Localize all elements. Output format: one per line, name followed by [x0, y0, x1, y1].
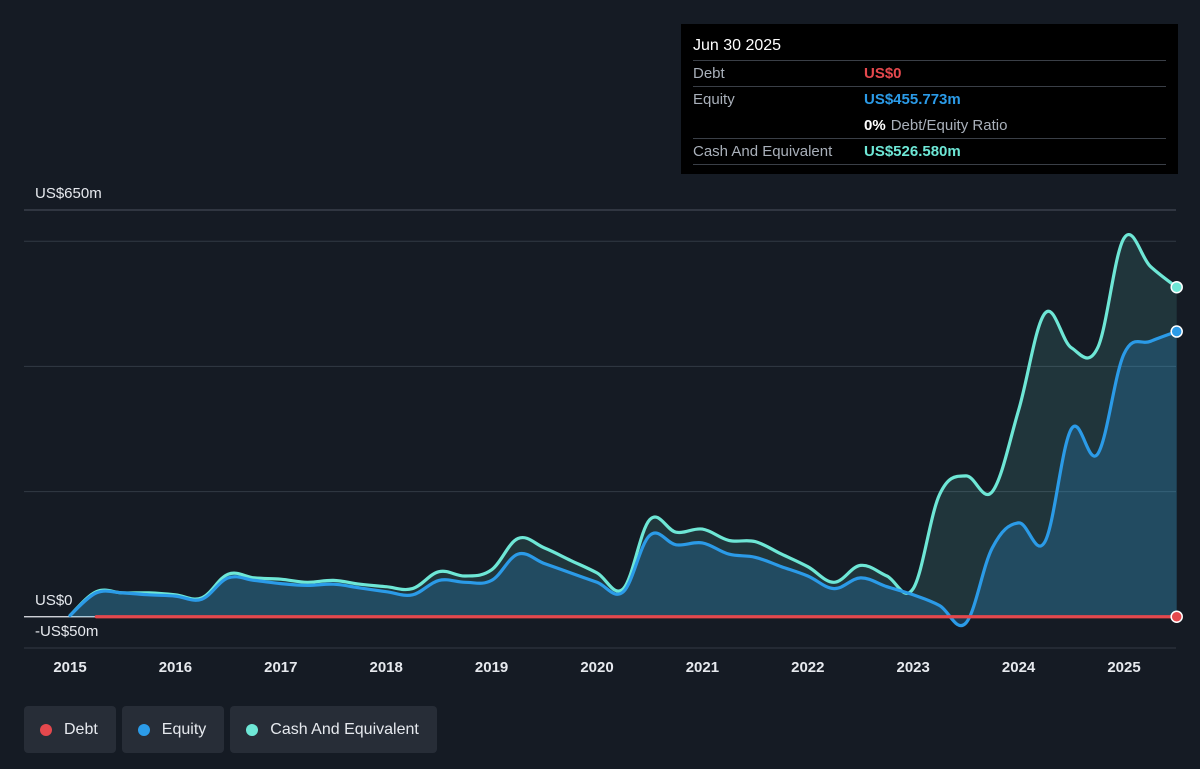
tooltip-equity-row: Equity US$455.773m — [693, 86, 1166, 112]
tooltip-debt-value: US$0 — [864, 65, 902, 82]
cash-and-equivalent-area — [70, 234, 1177, 617]
tooltip-cash-row: Cash And Equivalent US$526.580m — [693, 138, 1166, 165]
x-tick-label: 2021 — [686, 659, 719, 676]
tooltip-cash-value: US$526.580m — [864, 143, 961, 160]
x-tick-label: 2019 — [475, 659, 508, 676]
tooltip-equity-value: US$455.773m — [864, 91, 961, 108]
x-tick-label: 2017 — [264, 659, 297, 676]
legend: Debt Equity Cash And Equivalent — [24, 706, 437, 753]
equity-area — [70, 331, 1177, 626]
debt-end-point — [1170, 610, 1183, 623]
tooltip-date: Jun 30 2025 — [693, 37, 782, 54]
x-tick-label: 2020 — [580, 659, 613, 676]
cash-and-equivalent-line — [68, 233, 1179, 618]
legend-debt[interactable]: Debt — [24, 706, 116, 753]
legend-equity[interactable]: Equity — [121, 706, 225, 753]
legend-cash-label: Cash And Equivalent — [270, 720, 419, 738]
legend-equity-dot-icon — [137, 723, 150, 736]
tooltip-debt-row: Debt US$0 — [693, 60, 1166, 86]
x-tick-label: 2016 — [159, 659, 192, 676]
tooltip-debt-label: Debt — [693, 65, 725, 82]
y-label-top: US$650m — [35, 185, 102, 202]
series-areas — [70, 234, 1177, 626]
tooltip: Jun 30 2025 Debt US$0 Equity US$455.773m… — [681, 24, 1178, 174]
x-axis-ticks: 2015 2016 2017 2018 2019 2020 2021 2022 2023 2024… — [53, 659, 1140, 676]
x-tick-label: 2015 — [53, 659, 86, 676]
tooltip-ratio-value: 0% — [864, 117, 886, 134]
x-tick-label: 2025 — [1107, 659, 1140, 676]
x-tick-label: 2018 — [370, 659, 403, 676]
cash-and-equivalent-end-point — [1170, 280, 1183, 294]
tooltip-cash-label: Cash And Equivalent — [693, 143, 833, 160]
legend-equity-label: Equity — [161, 720, 207, 738]
x-tick-label: 2023 — [897, 659, 930, 676]
legend-cash[interactable]: Cash And Equivalent — [230, 706, 437, 753]
x-tick-label: 2024 — [1002, 659, 1036, 676]
x-tick-label: 2022 — [791, 659, 824, 676]
equity-end-point — [1170, 325, 1183, 338]
legend-debt-dot-icon — [40, 723, 52, 736]
series-lines — [68, 233, 1179, 628]
tooltip-ratio-row: 0% Debt/Equity Ratio — [693, 112, 1166, 138]
tooltip-equity-label: Equity — [693, 91, 735, 108]
y-label-bottom: -US$50m — [35, 623, 98, 640]
legend-cash-dot-icon — [246, 723, 259, 736]
end-markers — [1170, 280, 1183, 623]
equity-line — [68, 329, 1179, 628]
legend-debt-label: Debt — [64, 720, 98, 738]
y-label-zero: US$0 — [35, 592, 73, 609]
tooltip-ratio-label: Debt/Equity Ratio — [890, 117, 1008, 134]
